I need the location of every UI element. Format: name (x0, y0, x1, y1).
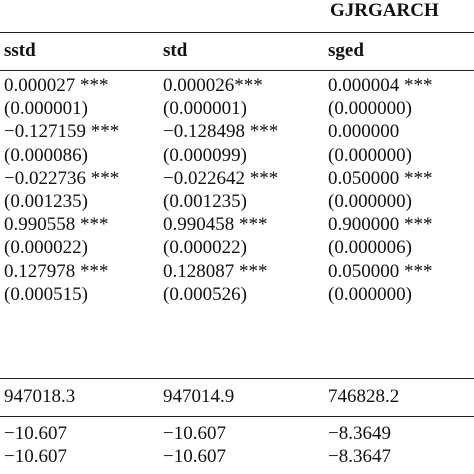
table-cell: 0.127978 *** (4, 260, 109, 282)
table-cell: −10.607 (4, 446, 67, 467)
table-cell: 0.000000 (328, 121, 400, 143)
rule (0, 416, 474, 417)
table-cell: −0.127159 *** (4, 121, 120, 143)
table-cell: −10.607 (163, 446, 226, 467)
table-cell: (0.000000) (328, 283, 412, 305)
rule (0, 70, 474, 71)
table-cell: 0.900000 *** (328, 214, 433, 236)
table-cell: 746828.2 (328, 386, 400, 407)
table-cell: 0.000027 *** (4, 75, 109, 96)
table-cell: (0.001235) (163, 191, 247, 212)
column-header: std (163, 40, 188, 61)
table-cell: 0.050000 *** (328, 260, 433, 282)
table-cell: −0.128498 *** (163, 121, 279, 143)
table-cell: (0.000000) (328, 191, 412, 212)
table-cell: (0.000099) (163, 144, 247, 166)
table-cell: 947014.9 (163, 386, 235, 407)
table-cell: (0.000515) (4, 283, 88, 305)
table-cell: 0.000004 *** (328, 75, 433, 96)
table-cell: 0.000026*** (163, 75, 263, 96)
table-cell: −10.607 (163, 423, 226, 444)
table-cell: −8.3649 (328, 423, 391, 444)
table-cell: −8.3647 (328, 446, 391, 467)
table-cell: −0.022736 *** (4, 167, 120, 189)
table-cell: (0.000001) (163, 98, 247, 120)
table-cell: (0.000000) (328, 98, 412, 120)
column-header: sged (328, 40, 364, 61)
table-cell: (0.000526) (163, 283, 247, 305)
table-cell: (0.000000) (328, 144, 412, 166)
table-cell: 0.990458 *** (163, 214, 268, 236)
column-header: sstd (4, 40, 36, 61)
table-cell: (0.000006) (328, 237, 412, 259)
rule (0, 32, 474, 33)
table-cell: −0.022642 *** (163, 167, 279, 189)
table-group-title: GJRGARCH (330, 0, 439, 21)
table-cell: 0.990558 *** (4, 214, 109, 236)
table-cell: (0.000022) (4, 237, 88, 259)
table-cell: (0.000086) (4, 144, 88, 166)
table-cell: 0.050000 *** (328, 167, 433, 189)
table-cell: 0.128087 *** (163, 260, 268, 282)
rule (0, 378, 474, 379)
table-cell: (0.000001) (4, 98, 88, 120)
table-cell: (0.000022) (163, 237, 247, 259)
table-cell: (0.001235) (4, 191, 88, 212)
table-cell: 947018.3 (4, 386, 76, 407)
table-cell: −10.607 (4, 423, 67, 444)
